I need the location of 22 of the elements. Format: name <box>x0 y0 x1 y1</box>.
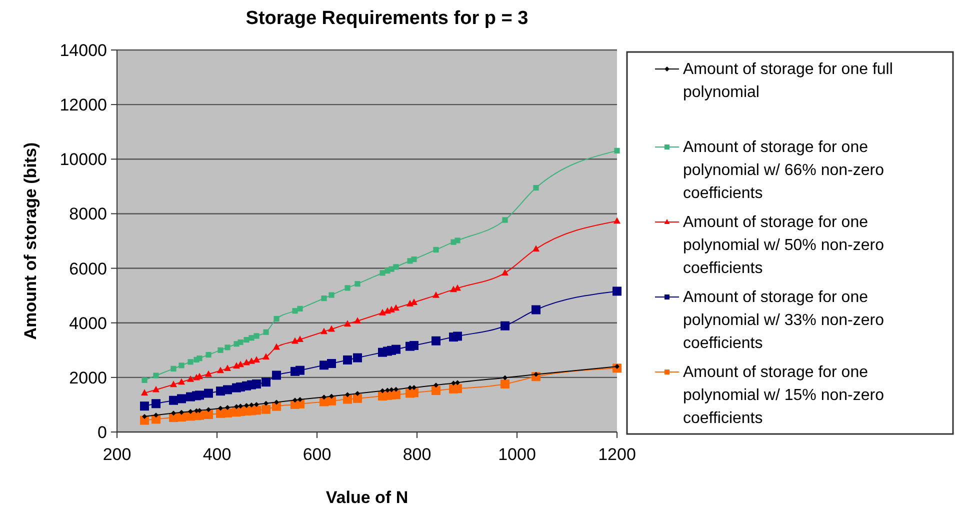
legend-label: Amount of storage for one polynomial w/ 15% non-zero coefficients <box>683 364 884 427</box>
x-tick-label: 1000 <box>498 445 536 464</box>
x-tick-label: 400 <box>202 445 232 464</box>
y-tick-label: 12000 <box>60 96 107 115</box>
y-tick-label: 6000 <box>69 259 107 278</box>
legend-label: Amount of storage for one polynomial w/ 66% non-zero coefficients <box>683 139 884 202</box>
y-tick-label: 0 <box>98 423 107 442</box>
y-tick-label: 4000 <box>69 314 107 333</box>
y-axis-title: Amount of storage (bits) <box>21 142 40 340</box>
chart-title: Storage Requirements for p = 3 <box>246 8 528 29</box>
y-tick-label: 14000 <box>60 41 107 60</box>
legend-label: Amount of storage for one polynomial w/ 50% non-zero coefficients <box>683 214 884 277</box>
legend-label: Amount of storage for one full polynomial <box>683 61 893 101</box>
x-tick-label: 1200 <box>598 445 636 464</box>
x-tick-label: 600 <box>302 445 332 464</box>
y-tick-label: 2000 <box>69 368 107 388</box>
legend-label: Amount of storage for one polynomial w/ 33% non-zero coefficients <box>683 289 884 352</box>
x-axis-title: Value of N <box>326 488 408 507</box>
y-tick-label: 8000 <box>69 204 107 224</box>
y-tick-label: 10000 <box>60 150 107 170</box>
x-tick-label: 200 <box>102 445 132 464</box>
x-tick-label: 800 <box>402 445 432 464</box>
